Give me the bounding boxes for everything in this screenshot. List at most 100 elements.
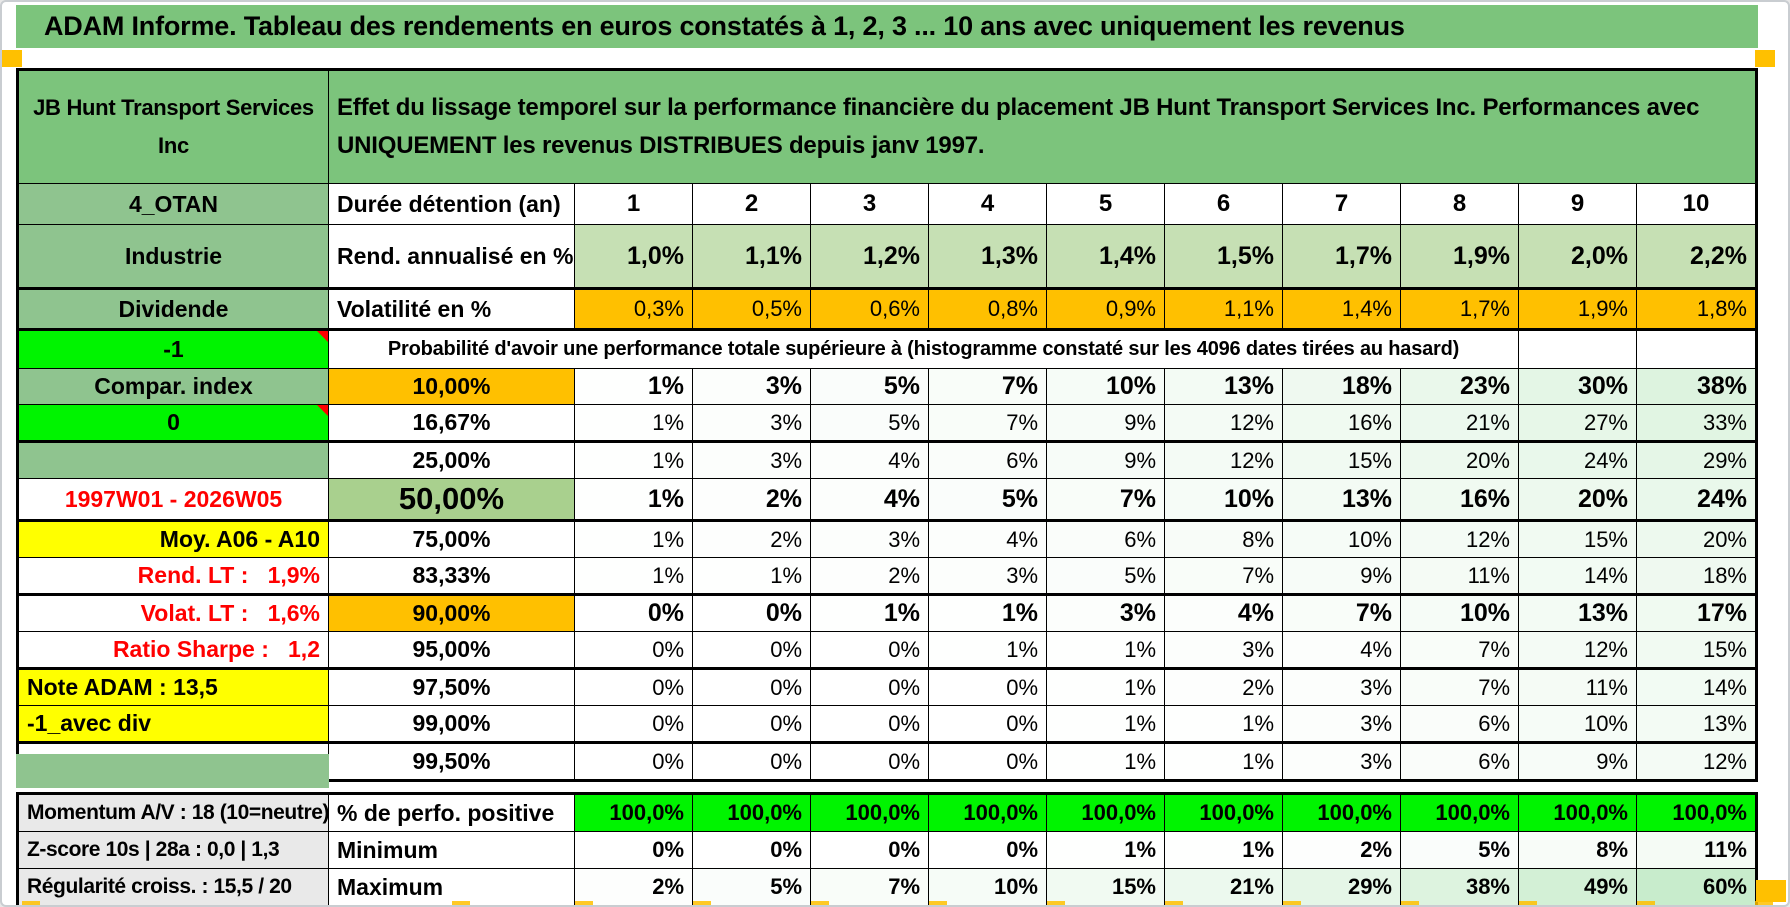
left-label-cell[interactable]: Ratio Sharpe : 1,2 bbox=[19, 632, 329, 667]
column-header-cell[interactable]: 7 bbox=[1283, 184, 1401, 224]
threshold-cell[interactable]: 83,33% bbox=[329, 558, 575, 593]
probability-value-cell[interactable]: 3% bbox=[1165, 632, 1283, 667]
header-description-cell[interactable]: Effet du lissage temporel sur la perform… bbox=[329, 71, 1755, 183]
probability-value-cell[interactable]: 1% bbox=[575, 443, 693, 478]
left-label-cell[interactable]: -1_avec div bbox=[19, 706, 329, 741]
probability-value-cell[interactable]: 5% bbox=[811, 369, 929, 404]
threshold-cell[interactable]: 25,00% bbox=[329, 443, 575, 478]
probability-value-cell[interactable]: 1% bbox=[1165, 706, 1283, 741]
summary-metric-cell[interactable]: Minimum bbox=[329, 832, 575, 868]
probability-value-cell[interactable]: 15% bbox=[1519, 522, 1637, 557]
probability-value-cell[interactable]: 16% bbox=[1401, 479, 1519, 519]
volatility-value-cell[interactable]: 1,4% bbox=[1283, 290, 1401, 328]
column-header-cell[interactable]: 4 bbox=[929, 184, 1047, 224]
volatility-value-cell[interactable]: 0,3% bbox=[575, 290, 693, 328]
left-label-cell[interactable]: Compar. index bbox=[19, 369, 329, 404]
left-label-cell[interactable]: Industrie bbox=[19, 225, 329, 287]
probability-value-cell[interactable]: 0% bbox=[575, 744, 693, 779]
probability-value-cell[interactable]: 0% bbox=[693, 596, 811, 631]
probability-value-cell[interactable]: 3% bbox=[1047, 596, 1165, 631]
volatility-value-cell[interactable]: 0,5% bbox=[693, 290, 811, 328]
probability-value-cell[interactable]: 3% bbox=[811, 522, 929, 557]
column-header-cell[interactable]: 3 bbox=[811, 184, 929, 224]
column-header-cell[interactable]: 8 bbox=[1401, 184, 1519, 224]
probability-value-cell[interactable]: 1% bbox=[575, 558, 693, 593]
left-label-cell[interactable]: Rend. LT : 1,9% bbox=[19, 558, 329, 593]
summary-value-cell[interactable]: 7% bbox=[811, 869, 929, 905]
column-header-cell[interactable]: 1 bbox=[575, 184, 693, 224]
left-label-cell[interactable]: Dividende bbox=[19, 290, 329, 328]
probability-value-cell[interactable]: 5% bbox=[929, 479, 1047, 519]
probability-value-cell[interactable]: 20% bbox=[1637, 522, 1755, 557]
left-label-cell[interactable] bbox=[19, 443, 329, 478]
probability-value-cell[interactable]: 33% bbox=[1637, 405, 1755, 440]
probability-value-cell[interactable]: 4% bbox=[1283, 632, 1401, 667]
probability-value-cell[interactable]: 9% bbox=[1047, 405, 1165, 440]
left-label-cell[interactable]: Note ADAM : 13,5 bbox=[19, 670, 329, 705]
summary-value-cell[interactable]: 5% bbox=[693, 869, 811, 905]
column-header-cell[interactable]: 5 bbox=[1047, 184, 1165, 224]
probability-value-cell[interactable]: 5% bbox=[1047, 558, 1165, 593]
probability-value-cell[interactable]: 17% bbox=[1637, 596, 1755, 631]
probability-value-cell[interactable]: 1% bbox=[811, 596, 929, 631]
probability-value-cell[interactable]: 1% bbox=[1165, 744, 1283, 779]
probability-value-cell[interactable]: 6% bbox=[929, 443, 1047, 478]
probability-value-cell[interactable]: 1% bbox=[929, 596, 1047, 631]
volatility-value-cell[interactable]: 0,8% bbox=[929, 290, 1047, 328]
probability-value-cell[interactable]: 0% bbox=[693, 744, 811, 779]
probability-value-cell[interactable]: 1% bbox=[575, 479, 693, 519]
column-header-cell[interactable]: 6 bbox=[1165, 184, 1283, 224]
probability-value-cell[interactable]: 0% bbox=[575, 706, 693, 741]
probability-value-cell[interactable]: 0% bbox=[929, 744, 1047, 779]
probability-value-cell[interactable]: 0% bbox=[929, 670, 1047, 705]
probability-value-cell[interactable]: 24% bbox=[1519, 443, 1637, 478]
column-header-cell[interactable]: 10 bbox=[1682, 190, 1710, 217]
return-value-cell[interactable]: 1,0% bbox=[575, 225, 693, 287]
probability-value-cell[interactable]: 12% bbox=[1637, 744, 1755, 779]
summary-value-cell[interactable]: 5% bbox=[1401, 832, 1519, 868]
duration-label-cell[interactable]: Durée détention (an) bbox=[329, 184, 575, 224]
probability-value-cell[interactable]: 7% bbox=[1165, 558, 1283, 593]
probability-value-cell[interactable]: 1% bbox=[1047, 632, 1165, 667]
probability-value-cell[interactable]: 10% bbox=[1401, 596, 1519, 631]
summary-value-cell[interactable]: 49% bbox=[1519, 869, 1637, 905]
summary-value-cell[interactable]: 0% bbox=[929, 832, 1047, 868]
left-label-cell[interactable]: 1997W01 - 2026W05 bbox=[19, 479, 329, 519]
probability-value-cell[interactable]: 12% bbox=[1165, 405, 1283, 440]
probability-value-cell[interactable]: 2% bbox=[811, 558, 929, 593]
summary-value-cell[interactable]: 100,0% bbox=[575, 795, 693, 831]
left-label-cell[interactable]: -1 bbox=[19, 331, 329, 368]
probability-value-cell[interactable]: 4% bbox=[929, 522, 1047, 557]
probability-value-cell[interactable]: 1% bbox=[693, 558, 811, 593]
header-company-cell[interactable]: JB Hunt Transport Services Inc bbox=[19, 71, 329, 183]
probability-value-cell[interactable]: 7% bbox=[1401, 632, 1519, 667]
summary-value-cell[interactable]: 100,0% bbox=[1283, 795, 1401, 831]
probability-value-cell[interactable]: 13% bbox=[1637, 706, 1755, 741]
probability-value-cell[interactable]: 23% bbox=[1401, 369, 1519, 404]
probability-value-cell[interactable]: 6% bbox=[1401, 706, 1519, 741]
return-value-cell[interactable]: 1,2% bbox=[811, 225, 929, 287]
threshold-cell[interactable]: 90,00% bbox=[329, 596, 575, 631]
volatility-value-cell[interactable]: 1,8% bbox=[1637, 290, 1755, 328]
probability-value-cell[interactable]: 12% bbox=[1401, 522, 1519, 557]
probability-value-cell[interactable]: 15% bbox=[1637, 632, 1755, 667]
probability-value-cell[interactable]: 14% bbox=[1637, 670, 1755, 705]
probability-value-cell[interactable]: 5% bbox=[811, 405, 929, 440]
probability-value-cell[interactable]: 12% bbox=[1165, 443, 1283, 478]
column-header-cell[interactable]: 9 bbox=[1519, 184, 1637, 224]
summary-value-cell[interactable]: 60% bbox=[1637, 869, 1755, 905]
probability-value-cell[interactable]: 4% bbox=[811, 479, 929, 519]
return-value-cell[interactable]: 1,7% bbox=[1283, 225, 1401, 287]
summary-value-cell[interactable]: 1% bbox=[1047, 832, 1165, 868]
summary-value-cell[interactable]: 10% bbox=[929, 869, 1047, 905]
summary-value-cell[interactable]: 0% bbox=[575, 832, 693, 868]
probability-value-cell[interactable]: 2% bbox=[693, 522, 811, 557]
probability-value-cell[interactable]: 0% bbox=[929, 706, 1047, 741]
summary-metric-cell[interactable]: Maximum bbox=[329, 869, 575, 905]
stat-label-cell[interactable]: Volatilité en % bbox=[329, 290, 575, 328]
probability-value-cell[interactable]: 0% bbox=[575, 632, 693, 667]
summary-value-cell[interactable]: 0% bbox=[693, 832, 811, 868]
probability-value-cell[interactable]: 38% bbox=[1637, 369, 1755, 404]
probability-value-cell[interactable]: 11% bbox=[1401, 558, 1519, 593]
probability-value-cell[interactable]: 16% bbox=[1283, 405, 1401, 440]
